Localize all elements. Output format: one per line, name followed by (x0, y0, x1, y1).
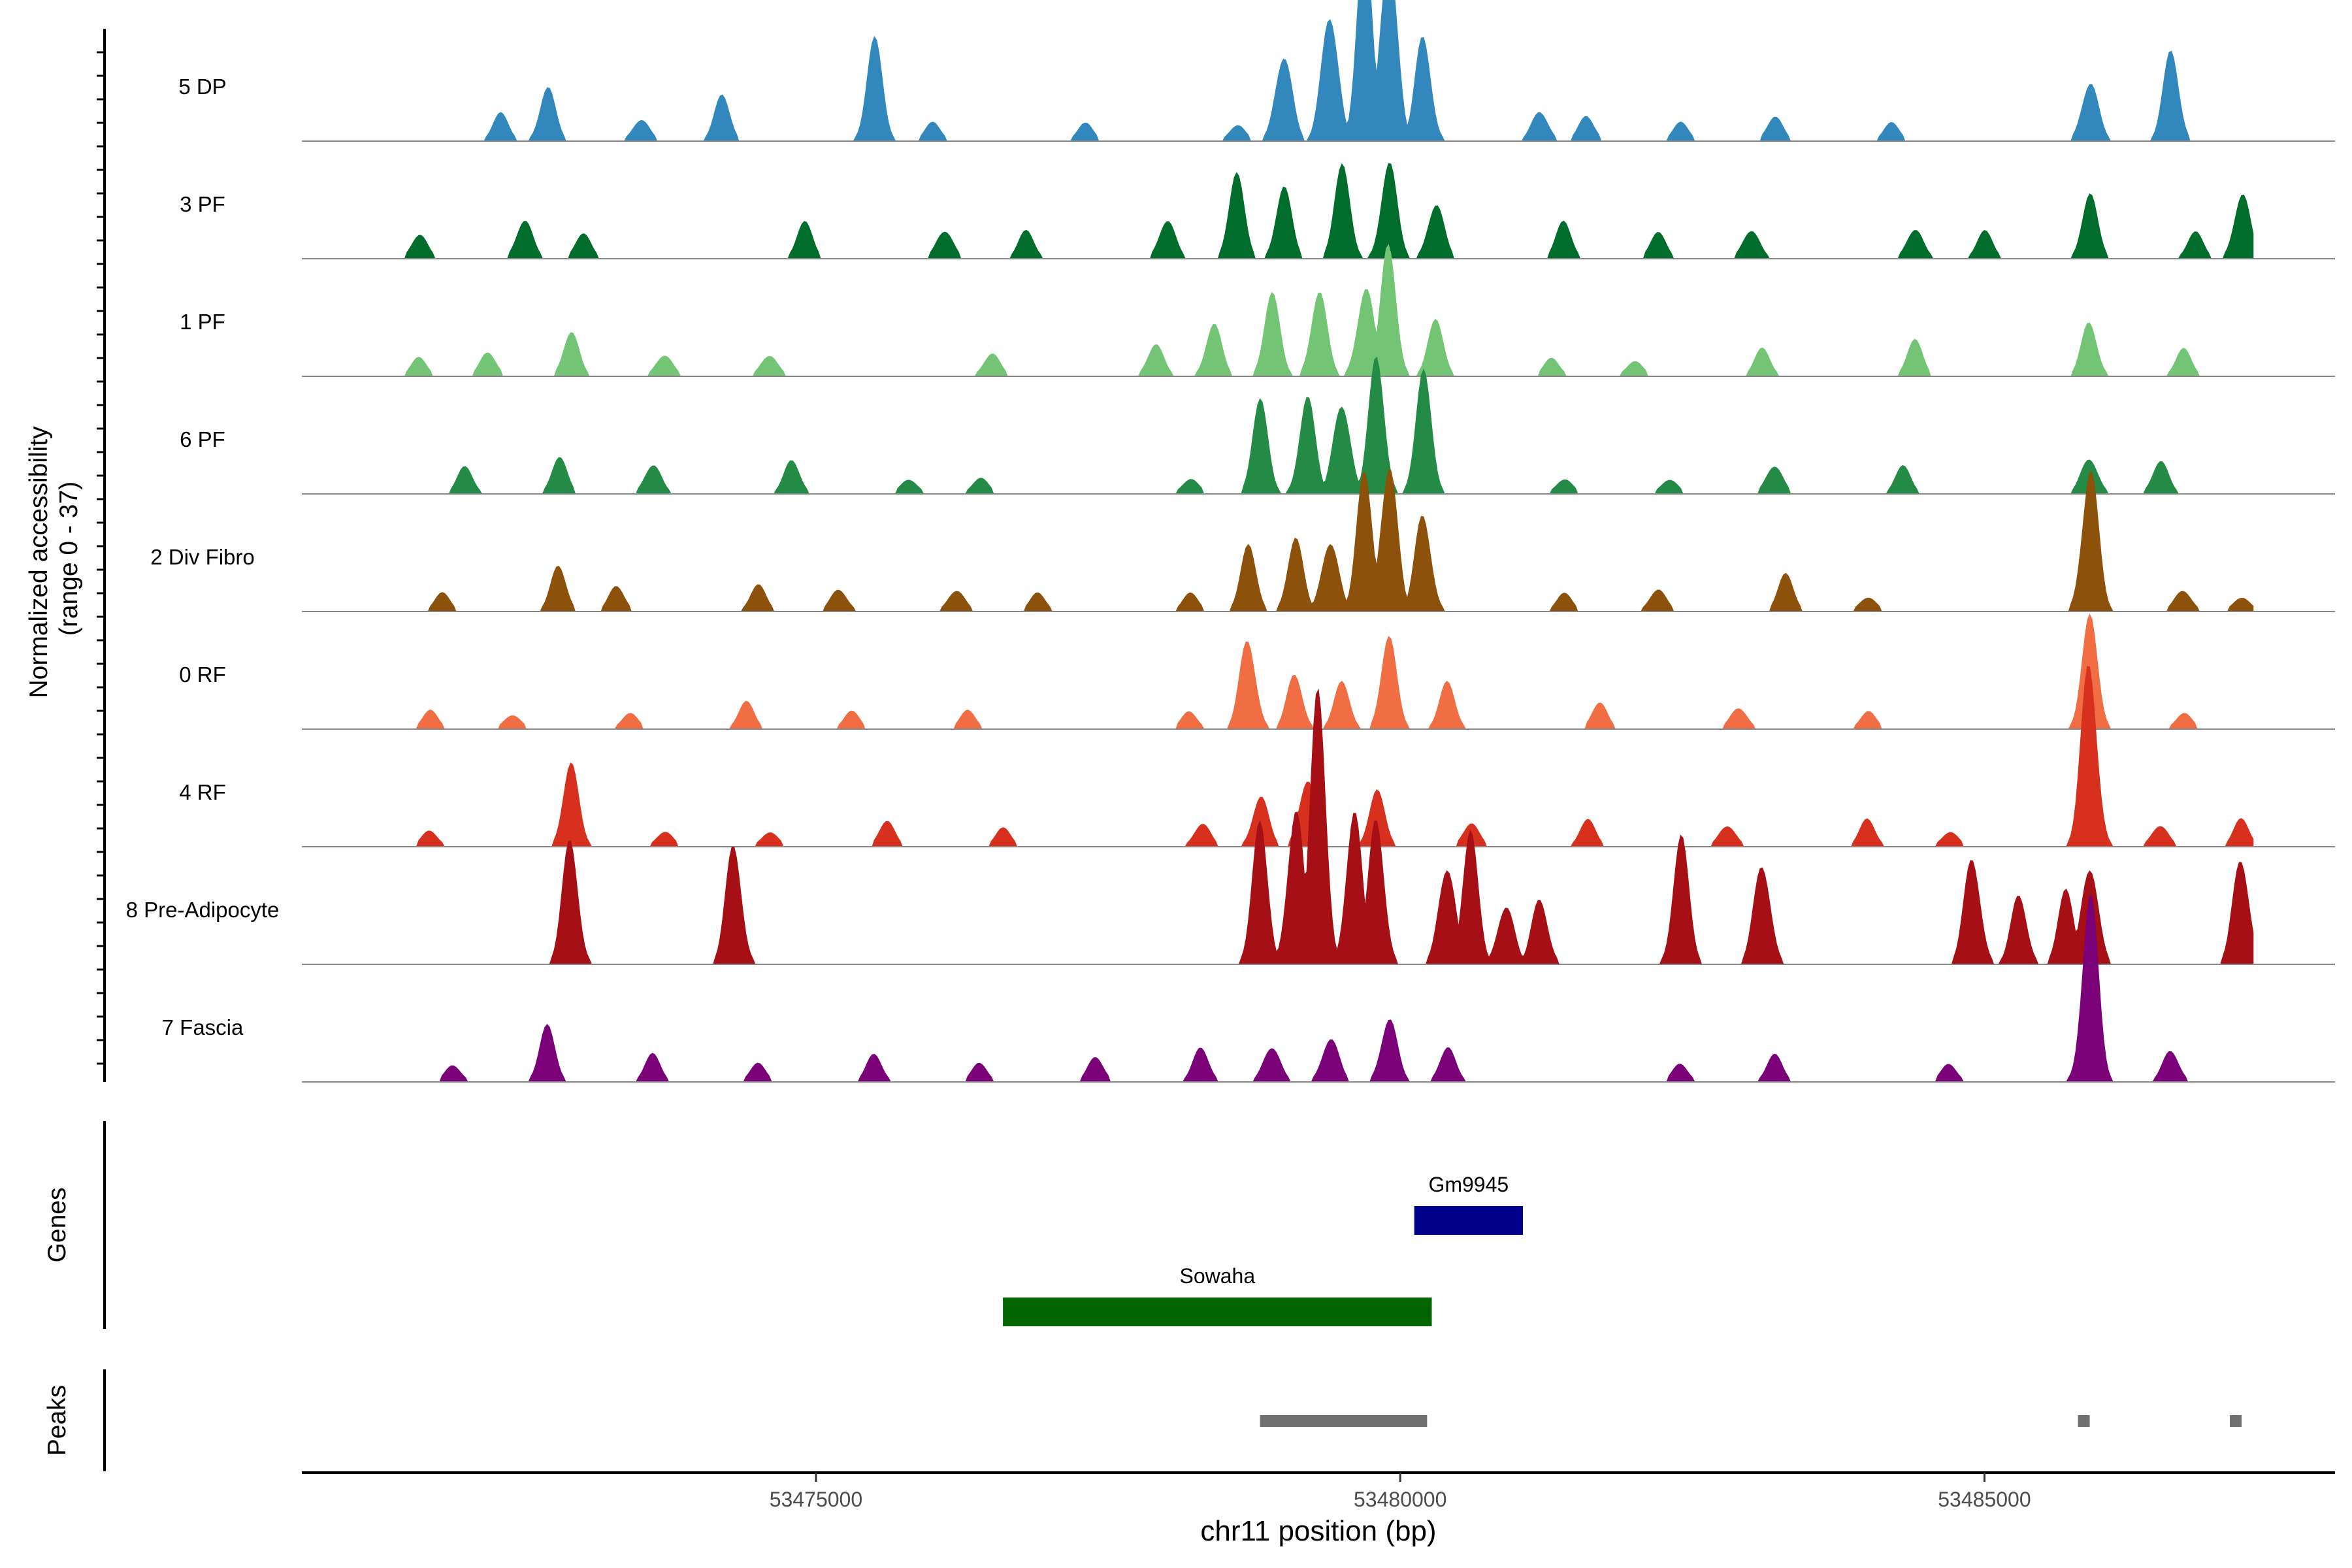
peaks-panel: Peaks (43, 1369, 2242, 1471)
y-axis-label-line1: Normalized accessibility (25, 426, 53, 698)
track-list: 5 DP 3 PF 1 PF 6 PF 2 Div Fibro 0 RF 4 RF 8 Pre… (126, 0, 2335, 1083)
track-label: 6 PF (180, 427, 225, 451)
track: 5 DP (178, 0, 2335, 142)
gene-label: Sowaha (1179, 1264, 1255, 1288)
x-axis: 53475000 53480000 53485000 chr11 position … (302, 1471, 2335, 1547)
gene-label: Gm9945 (1428, 1173, 1509, 1196)
gene-body (1003, 1298, 1432, 1326)
track: 7 Fascia (162, 895, 2335, 1083)
gene: Gm9945 (1414, 1173, 1523, 1235)
peaks-panel-label: Peaks (43, 1385, 71, 1456)
track: 8 Pre-Adipocyte (126, 688, 2335, 965)
x-tick-label: 53475000 (770, 1488, 862, 1511)
peak-region (2078, 1415, 2090, 1427)
x-tick-label: 53480000 (1354, 1488, 1446, 1511)
track: 6 PF (180, 356, 2335, 495)
track: 2 Div Fibro (150, 469, 2335, 612)
x-axis-label: chr11 position (bp) (1200, 1515, 1436, 1547)
track-label: 2 Div Fibro (150, 545, 255, 569)
x-tick-label: 53485000 (1938, 1488, 2031, 1511)
genes-panel: Genes Gm9945 Sowaha (43, 1121, 1523, 1329)
gene-body (1414, 1206, 1523, 1235)
y-axis-label: Normalized accessibility (range 0 - 37) (25, 419, 83, 698)
track: 3 PF (180, 163, 2335, 259)
genes-panel-label: Genes (43, 1188, 71, 1263)
track: 1 PF (180, 244, 2335, 377)
coverage-panel: Normalized accessibility (range 0 - 37) … (25, 0, 2335, 1083)
track-label: 1 PF (180, 310, 225, 334)
track-label: 0 RF (179, 662, 226, 687)
y-axis-label-line2: (range 0 - 37) (55, 482, 83, 636)
x-axis-ticks: 53475000 53480000 53485000 (770, 1473, 2031, 1511)
track-label: 5 DP (178, 74, 226, 99)
track-label: 3 PF (180, 192, 225, 216)
gene: Sowaha (1003, 1264, 1432, 1326)
gene-list: Gm9945 Sowaha (1003, 1173, 1523, 1326)
track-label: 7 Fascia (162, 1015, 244, 1039)
peak-region (1260, 1415, 1428, 1427)
coverage-y-axis-ticks (97, 51, 105, 1065)
peak-region (2230, 1415, 2242, 1427)
track-label: 4 RF (179, 780, 226, 804)
peak-region-list (1260, 1415, 2242, 1427)
track-label: 8 Pre-Adipocyte (126, 898, 280, 922)
